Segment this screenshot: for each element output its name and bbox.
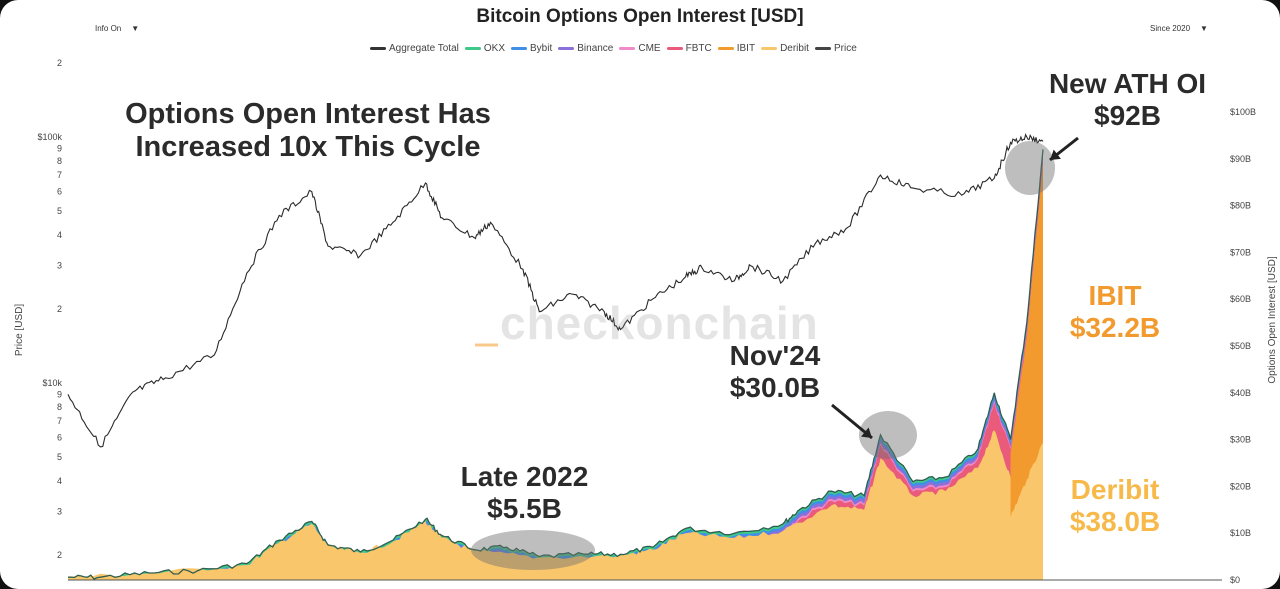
left-tick-label: 2 (57, 304, 62, 314)
legend-label: Aggregate Total (389, 43, 459, 54)
right-tick-label: $70B (1230, 247, 1251, 257)
legend-swatch (511, 47, 527, 50)
info-toggle-label: Info On (95, 24, 122, 33)
right-tick-label: $60B (1230, 294, 1251, 304)
annotation-deribit-line2: $38.0B (1069, 506, 1161, 538)
annotation-ibit: IBIT $32.2B (1040, 280, 1190, 344)
legend-swatch (814, 47, 831, 50)
range-select[interactable]: Since 2020 ▼ (1150, 24, 1208, 33)
legend-swatch (666, 47, 683, 50)
right-tick-label: $50B (1230, 341, 1251, 351)
left-tick-label: 5 (57, 206, 62, 216)
legend-item[interactable]: Aggregate Total (370, 43, 459, 54)
left-tick-label: 8 (57, 156, 62, 166)
info-toggle[interactable]: Info On ▼ (95, 24, 139, 33)
annotation-late-2022-line2: $5.5B (487, 493, 562, 525)
legend-item[interactable]: Deribit (761, 43, 809, 54)
price-line (67, 133, 1044, 448)
left-tick-label: 2 (57, 550, 62, 560)
nov24-highlight (859, 411, 917, 459)
legend-item[interactable]: FBTC (666, 43, 712, 54)
left-tick-label: 9 (57, 389, 62, 399)
left-tick-label: 4 (57, 476, 62, 486)
legend-item[interactable]: Bybit (511, 43, 552, 54)
legend-swatch (370, 47, 386, 50)
range-select-label: Since 2020 (1150, 24, 1191, 33)
annotation-nov24: Nov'24 $30.0B (700, 340, 850, 404)
annotation-ath-line2: $92B (1094, 100, 1161, 132)
left-tick-label: $10k (42, 378, 62, 388)
legend: Aggregate Total OKX Bybit Binance CME FBTC IBI… (370, 43, 857, 54)
left-tick-label: 3 (57, 507, 62, 517)
annotation-cycle: Options Open Interest Has Increased 10x … (98, 98, 518, 165)
annotation-cycle-line2: Increased 10x This Cycle (135, 131, 481, 164)
right-tick-label: $0 (1230, 575, 1240, 585)
legend-label: FBTC (685, 43, 712, 54)
annotation-late-2022-line1: Late 2022 (460, 461, 589, 492)
legend-label: Price (833, 43, 857, 54)
right-tick-label: $30B (1230, 435, 1251, 445)
legend-label: Bybit (530, 43, 553, 54)
deribit-under-ibit-area (1010, 442, 1043, 580)
nov24-arrow-head (861, 427, 872, 438)
annotation-ath-line1: New ATH OI (1048, 68, 1207, 99)
legend-item[interactable]: IBIT (717, 43, 756, 54)
legend-item[interactable]: OKX (464, 43, 505, 54)
deribit-area (68, 402, 1043, 580)
legend-swatch (619, 47, 636, 50)
chart-title: Bitcoin Options Open Interest [USD] (476, 6, 804, 27)
right-tick-label: $40B (1230, 388, 1251, 398)
annotation-deribit-line1: Deribit (1070, 474, 1160, 505)
late-2022-highlight (471, 530, 595, 570)
right-tick-label: $10B (1230, 528, 1251, 538)
left-tick-label: 2 (57, 58, 62, 68)
watermark: checkonchain (500, 297, 819, 349)
right-tick-label: $20B (1230, 481, 1251, 491)
legend-label: Deribit (780, 43, 809, 54)
legend-swatch (464, 47, 481, 50)
right-axis-title: Options Open Interest [USD] (1267, 256, 1278, 384)
right-tick-label: $100B (1230, 107, 1256, 117)
legend-item[interactable]: CME (619, 43, 661, 54)
left-tick-label: 9 (57, 143, 62, 153)
left-tick-label: 4 (57, 230, 62, 240)
annotation-ibit-line1: IBIT (1088, 280, 1142, 311)
legend-item[interactable]: Price (814, 43, 857, 54)
ath-arrow-head (1050, 149, 1061, 160)
annotation-late-2022: Late 2022 $5.5B (432, 461, 617, 525)
chevron-down-icon: ▼ (1200, 24, 1208, 33)
ath-highlight (1005, 141, 1055, 195)
left-tick-label: 6 (57, 433, 62, 443)
annotation-ath: New ATH OI $92B (1025, 68, 1230, 132)
annotation-deribit: Deribit $38.0B (1040, 474, 1190, 538)
annotation-ibit-line2: $32.2B (1069, 312, 1161, 344)
legend-label: CME (638, 43, 661, 54)
legend-label: OKX (483, 43, 505, 54)
legend-swatch (761, 47, 778, 50)
legend-label: Binance (577, 43, 614, 54)
legend-label: IBIT (736, 43, 756, 54)
left-tick-label: 7 (57, 416, 62, 426)
annotation-nov24-line1: Nov'24 (729, 340, 821, 371)
left-tick-label: $100k (37, 132, 62, 142)
left-tick-label: 3 (57, 261, 62, 271)
left-tick-label: 6 (57, 187, 62, 197)
legend-swatch (717, 47, 734, 50)
left-tick-label: 5 (57, 452, 62, 462)
legend-item[interactable]: Binance (558, 43, 613, 54)
aggregate-total-line (67, 149, 1044, 580)
left-tick-label: 8 (57, 402, 62, 412)
right-tick-label: $80B (1230, 201, 1251, 211)
chevron-down-icon: ▼ (131, 24, 140, 33)
left-axis-title: Price [USD] (14, 304, 25, 356)
legend-swatch (558, 47, 575, 50)
annotation-nov24-line2: $30.0B (729, 372, 821, 404)
right-tick-label: $90B (1230, 154, 1251, 164)
annotation-cycle-line1: Options Open Interest Has (125, 98, 491, 130)
left-tick-label: 7 (57, 170, 62, 180)
